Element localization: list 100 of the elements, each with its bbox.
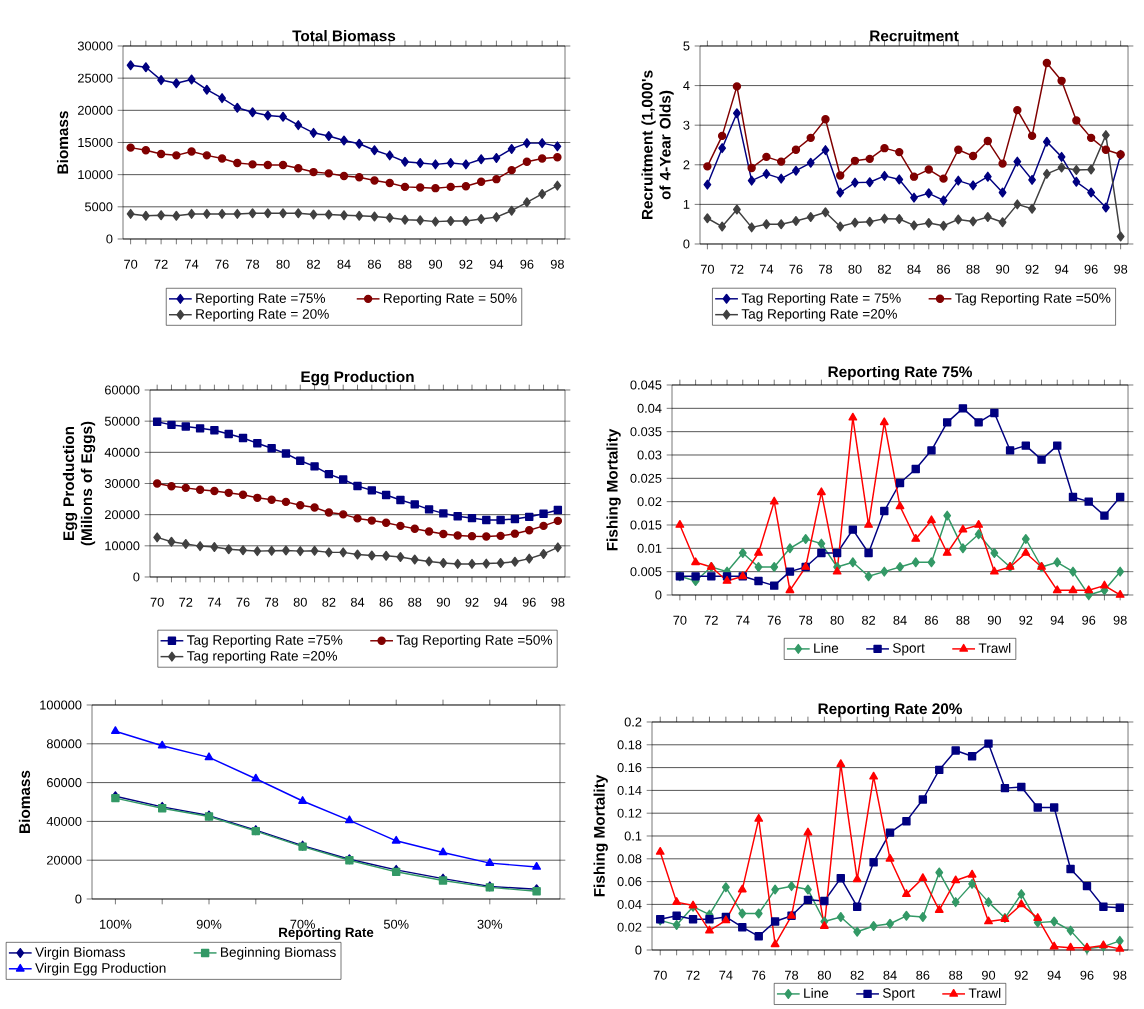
x-tick-label: 88 bbox=[949, 970, 963, 980]
x-tick-label: 78 bbox=[785, 970, 799, 980]
x-tick-label: 86 bbox=[367, 259, 382, 269]
y-tick-label: 0 bbox=[655, 590, 662, 600]
x-tick-label: 96 bbox=[522, 597, 536, 607]
x-tick-label: 96 bbox=[1084, 264, 1098, 274]
x-tick-label: 70 bbox=[124, 259, 138, 269]
x-tick-label: 94 bbox=[1050, 615, 1064, 625]
x-tick-label: 72 bbox=[686, 970, 700, 980]
x-tick-label: 84 bbox=[883, 970, 897, 980]
y-tick-label: 10000 bbox=[78, 170, 113, 180]
x-tick-label: 82 bbox=[850, 970, 864, 980]
x-tick-label: 72 bbox=[704, 615, 718, 625]
y-tick-label: 0 bbox=[683, 239, 690, 249]
x-tick-label: 84 bbox=[907, 264, 921, 274]
y-tick-label: 0.08 bbox=[617, 854, 642, 864]
x-tick-label: 86 bbox=[916, 970, 930, 980]
x-tick-label: 76 bbox=[752, 970, 766, 980]
x-tick-label: 90 bbox=[987, 615, 1001, 625]
legend-label: Trawl bbox=[968, 988, 1001, 998]
x-tick-label: 84 bbox=[893, 615, 907, 625]
y-tick-label: 60000 bbox=[105, 385, 140, 395]
y-tick-label: 2 bbox=[683, 160, 690, 170]
x-tick-label: 94 bbox=[494, 597, 508, 607]
x-tick-label: 82 bbox=[862, 615, 876, 625]
y-tick-label: 5 bbox=[683, 41, 690, 51]
y-tick-label: 10000 bbox=[105, 541, 140, 551]
chart-title: Egg Production bbox=[301, 370, 414, 386]
x-tick-label: 88 bbox=[956, 615, 970, 625]
x-tick-label: 82 bbox=[322, 597, 336, 607]
y-tick-label: 0.06 bbox=[617, 877, 642, 887]
x-tick-label: 94 bbox=[1055, 264, 1069, 274]
x-tick-label: 84 bbox=[337, 259, 351, 269]
y-tick-label: 0.18 bbox=[617, 740, 642, 750]
x-tick-label: 80 bbox=[848, 264, 862, 274]
y-tick-label: 40000 bbox=[46, 816, 82, 826]
x-tick-label: 96 bbox=[520, 259, 534, 269]
x-tick-label: 70 bbox=[700, 264, 714, 274]
legend-label: Reporting Rate = 20% bbox=[196, 308, 329, 322]
x-tick-label: 90% bbox=[196, 919, 222, 929]
x-tick-label: 86 bbox=[379, 597, 393, 607]
y-tick-label: 0 bbox=[133, 572, 140, 582]
y-tick-label: 1 bbox=[683, 199, 690, 209]
y-axis-title: Fishing Mortality bbox=[606, 428, 621, 551]
y-tick-label: 0.045 bbox=[630, 380, 662, 390]
legend-label: Trawl bbox=[978, 642, 1011, 653]
x-tick-label: 88 bbox=[408, 597, 422, 607]
y-tick-label: 0.005 bbox=[630, 567, 662, 577]
chart-title: Total Biomass bbox=[292, 30, 396, 42]
legend-label: Sport bbox=[892, 643, 925, 656]
x-tick-label: 90 bbox=[981, 970, 996, 980]
x-axis-title: Reporting Rate bbox=[279, 927, 374, 940]
x-tick-label: 76 bbox=[789, 264, 803, 274]
y-tick-label: 50000 bbox=[104, 416, 140, 426]
legend-label: Tag Reporting Rate =50% bbox=[955, 292, 1111, 306]
x-tick-label: 94 bbox=[489, 259, 504, 269]
x-tick-label: 74 bbox=[719, 970, 733, 980]
y-tick-label: 0.03 bbox=[637, 450, 662, 460]
x-tick-label: 74 bbox=[759, 264, 774, 274]
x-tick-label: 92 bbox=[1025, 264, 1039, 274]
x-tick-label: 78 bbox=[265, 597, 279, 607]
x-tick-label: 92 bbox=[465, 597, 479, 607]
x-tick-label: 78 bbox=[246, 259, 260, 269]
y-tick-label: 20000 bbox=[47, 855, 82, 865]
x-tick-label: 90 bbox=[428, 259, 443, 269]
x-tick-label: 98 bbox=[1114, 264, 1128, 274]
x-tick-label: 86 bbox=[936, 264, 951, 274]
x-tick-label: 72 bbox=[154, 259, 168, 269]
y-tick-label: 0.12 bbox=[617, 808, 642, 818]
x-tick-label: 86 bbox=[924, 615, 939, 625]
x-tick-label: 76 bbox=[236, 597, 250, 607]
y-tick-label: 30000 bbox=[77, 41, 113, 51]
y-tick-label: 5000 bbox=[85, 202, 113, 212]
y-tick-label: 0 bbox=[635, 945, 642, 955]
x-tick-label: 92 bbox=[459, 259, 473, 269]
y-tick-label: 25000 bbox=[78, 73, 113, 83]
y-tick-label: 20000 bbox=[78, 105, 113, 115]
x-tick-label: 92 bbox=[1019, 615, 1033, 625]
x-tick-label: 30% bbox=[477, 919, 503, 929]
x-tick-label: 94 bbox=[1047, 970, 1061, 980]
x-tick-label: 80 bbox=[293, 597, 307, 607]
y-axis-title: Biomass bbox=[18, 770, 31, 833]
y-tick-label: 0.01 bbox=[637, 543, 662, 553]
y-axis-title: Recruitment (1,000's of 4-Year Olds) bbox=[641, 70, 674, 220]
y-tick-label: 0.025 bbox=[630, 473, 662, 483]
legend-label: Reporting Rate = 50% bbox=[384, 292, 517, 306]
legend-label: Virgin Biomass bbox=[35, 947, 125, 960]
x-tick-label: 96 bbox=[1082, 615, 1096, 625]
y-tick-label: 0.015 bbox=[630, 520, 662, 530]
x-tick-label: 76 bbox=[215, 259, 229, 269]
x-tick-label: 80 bbox=[817, 970, 831, 980]
x-tick-label: 98 bbox=[1113, 615, 1127, 625]
x-tick-label: 90 bbox=[436, 597, 450, 607]
x-tick-label: 70% bbox=[290, 919, 315, 929]
x-tick-label: 70 bbox=[653, 970, 667, 980]
chart-title: Recruitment bbox=[870, 30, 959, 42]
x-tick-label: 74 bbox=[185, 259, 199, 269]
legend-label: Sport bbox=[882, 988, 915, 1001]
x-tick-label: 80 bbox=[830, 615, 844, 625]
x-tick-label: 78 bbox=[818, 264, 833, 274]
